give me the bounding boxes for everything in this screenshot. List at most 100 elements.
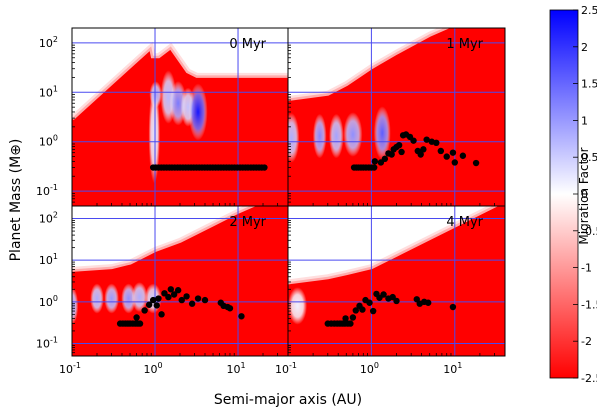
colorbar-title: Migration Factor <box>577 147 591 244</box>
outward-migration-band <box>288 112 300 163</box>
colorbar-tick-label: 0.5 <box>581 151 597 164</box>
outward-migration-band <box>329 113 344 159</box>
planet-point <box>188 300 196 307</box>
panel-time-label: 4 Myr <box>446 215 483 230</box>
planet-point <box>366 299 373 306</box>
colorbar-tick-label: -2 <box>581 335 592 348</box>
colorbar-tick-label: 1.5 <box>581 78 597 91</box>
outward-migration-band <box>373 106 391 160</box>
outward-migration-band <box>148 85 160 184</box>
panel-time-label: 2 Myr <box>229 215 266 230</box>
y-tick-label: 102 <box>39 211 58 226</box>
x-axis-title: Semi-major axis (AU) <box>214 392 362 408</box>
inward-migration-region <box>288 206 505 356</box>
planet-point <box>194 295 202 302</box>
y-tick-label: 101 <box>39 84 58 99</box>
planet-point <box>170 291 178 298</box>
planet-point <box>369 307 377 315</box>
planet-point <box>174 287 182 294</box>
planet-point <box>261 164 268 171</box>
outward-migration-band <box>343 112 363 157</box>
planet-point <box>238 313 245 320</box>
outward-migration-band <box>149 81 162 108</box>
planet-point <box>395 141 403 149</box>
planet-point <box>201 296 209 304</box>
colorbar: 2.5 2 1.5 1 0.5 0 -0.5 -1 -1.5 -2 -2.5 <box>549 4 597 385</box>
planet-point <box>472 159 480 167</box>
x-tick-label: 101 <box>226 361 245 376</box>
outward-migration-band <box>121 283 136 314</box>
outward-migration-band <box>312 113 327 159</box>
planet-point <box>437 147 445 155</box>
planet-point <box>352 307 359 314</box>
x-tick-label: 100 <box>360 361 379 376</box>
panel-2 <box>72 206 288 356</box>
outward-migration-band <box>104 283 119 314</box>
y-tick-label: 101 <box>39 252 58 267</box>
y-tick-label: 10-1 <box>36 335 58 350</box>
planet-point <box>388 151 395 158</box>
y-tick-label: 10-1 <box>36 183 58 198</box>
planet-point <box>459 152 467 159</box>
planet-point <box>141 307 148 314</box>
panels: 0 Myr 1 Myr 2 Myr 4 Myr <box>71 27 506 357</box>
planet-point <box>410 137 417 144</box>
planet-point <box>149 296 157 304</box>
planet-point <box>153 302 160 309</box>
y-axis-title: Planet Mass (M⊕) <box>8 139 24 262</box>
x-tick-label: 100 <box>143 361 162 376</box>
panel-3 <box>288 206 505 356</box>
planet-point <box>359 306 366 313</box>
zero-contour <box>288 28 451 101</box>
planet-point <box>433 139 440 147</box>
planet-point <box>449 303 457 311</box>
planet-point <box>165 293 172 301</box>
colorbar-tick-label: -2.5 <box>581 372 597 385</box>
planet-point <box>133 314 140 321</box>
planet-point <box>342 315 349 322</box>
panel-1 <box>288 28 505 206</box>
planet-point <box>443 153 450 160</box>
inward-migration-region <box>288 28 505 206</box>
x-tick-label: 10-1 <box>275 361 297 376</box>
planet-point <box>145 301 153 308</box>
planet-point <box>381 155 389 163</box>
colorbar-tick-label: 2 <box>581 41 588 54</box>
colorbar-tick-label: 2.5 <box>581 4 597 17</box>
outward-migration-band <box>72 287 79 325</box>
planet-point <box>371 158 379 165</box>
planet-point <box>449 149 457 156</box>
planet-point <box>417 151 424 158</box>
planet-point <box>423 136 430 143</box>
planet-point <box>393 297 400 305</box>
planet-point <box>226 305 234 312</box>
outward-migration-band <box>188 83 208 141</box>
colorbar-tick-label: -1.5 <box>581 298 597 311</box>
panel-0 <box>72 28 288 206</box>
zero-contour <box>72 41 288 120</box>
y-tick-label: 100 <box>39 294 58 309</box>
planet-point <box>347 320 354 327</box>
planet-point <box>183 293 190 300</box>
y-tick-label: 100 <box>39 134 58 149</box>
colorbar-tick-label: 0 <box>581 188 588 201</box>
panel-time-label: 1 Myr <box>446 37 483 52</box>
planet-point <box>380 291 387 298</box>
y-tick-label: 102 <box>39 35 58 50</box>
outward-migration-band <box>90 283 104 314</box>
planet-point <box>136 320 144 327</box>
x-tick-label: 10-1 <box>59 361 81 376</box>
colorbar-tick-label: -0.5 <box>581 225 597 238</box>
planet-point <box>451 159 458 166</box>
outward-migration-band <box>131 282 148 313</box>
planet-point <box>349 314 357 321</box>
colorbar-tick-label: -1 <box>581 262 592 275</box>
planet-point <box>398 148 405 156</box>
planet-point <box>420 146 427 153</box>
planet-point <box>167 286 175 293</box>
outward-migration-band <box>288 287 308 325</box>
inward-migration-region <box>72 206 288 356</box>
planet-point <box>155 295 162 302</box>
x-tick-label: 101 <box>443 361 462 376</box>
